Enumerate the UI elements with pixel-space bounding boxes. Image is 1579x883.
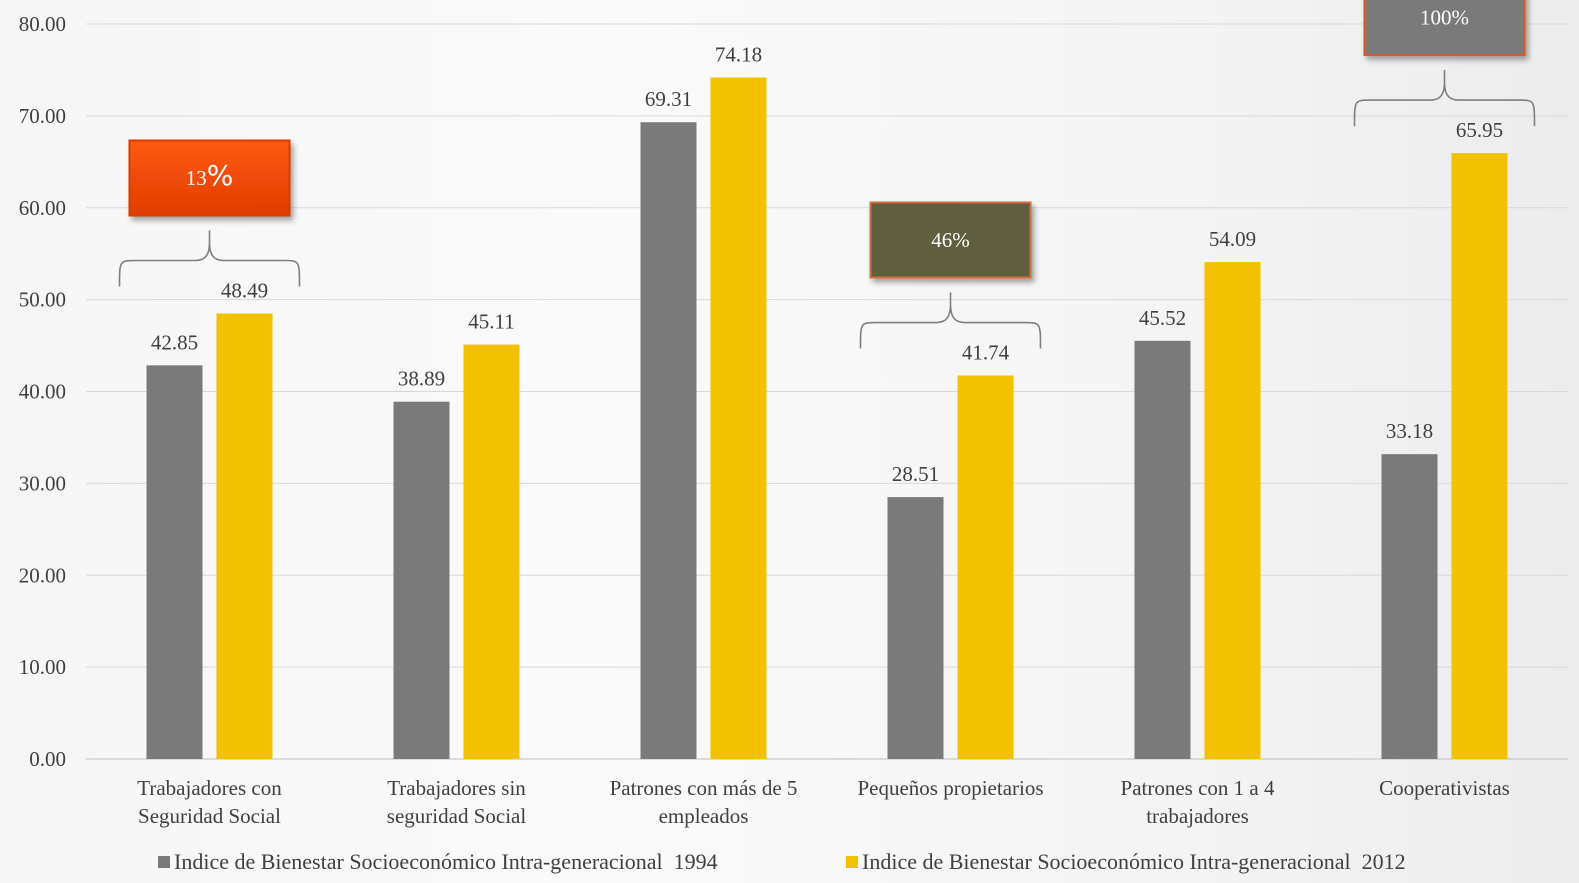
data-label: 38.89 (398, 367, 445, 391)
bar-1994 (146, 365, 203, 759)
legend-label: Indice de Bienestar Socioeconómico Intra… (174, 849, 718, 874)
category-label: Patrones con más de 5 empleados (610, 776, 798, 828)
bar-1994 (1381, 454, 1438, 759)
category-label: Cooperativistas (1379, 776, 1510, 800)
data-label: 42.85 (151, 330, 198, 354)
callout-label: 46% (931, 228, 970, 252)
data-labels: 42.85 48.49 38.89 45.11 69.31 74.18 28.51 41.74… (151, 42, 1503, 486)
data-label: 65.95 (1456, 118, 1503, 142)
category-label: Pequeños propietarios (857, 776, 1043, 800)
gridlines (86, 23, 1568, 760)
data-label: 33.18 (1386, 419, 1433, 443)
bracket (1353, 70, 1536, 127)
data-label: 28.51 (892, 462, 939, 486)
data-label: 54.09 (1209, 227, 1256, 251)
category-label: Trabajadores sin seguridad Social (387, 776, 527, 828)
legend-swatch (846, 856, 858, 868)
y-tick-label: 30.00 (19, 471, 66, 495)
y-tick-label: 40.00 (19, 380, 66, 404)
data-label: 45.11 (468, 310, 514, 334)
bar-1994 (887, 497, 944, 759)
y-tick-label: 70.00 (19, 104, 66, 128)
bar-2012 (1204, 262, 1261, 759)
data-label: 45.52 (1139, 306, 1186, 330)
y-tick-label: 10.00 (19, 655, 66, 679)
bracket (118, 230, 301, 287)
bar-1994 (640, 122, 697, 760)
callout-box (1363, 0, 1526, 57)
data-label: 48.49 (221, 278, 268, 302)
bar-2012 (1451, 153, 1508, 760)
y-axis: 0.00 10.00 20.00 30.00 40.00 50.00 60.00 70.00 8… (19, 12, 66, 771)
data-label: 41.74 (962, 341, 1010, 365)
callout-label: 100% (1420, 6, 1469, 30)
bar-2012 (710, 77, 767, 759)
callout-box (128, 139, 291, 217)
callouts: 13% 46% 100% (118, 0, 1536, 349)
legend-label: Indice de Bienestar Socioeconómico Intra… (862, 849, 1406, 874)
callout-label: 13% (186, 159, 234, 192)
data-label: 69.31 (645, 87, 692, 111)
bar-2012 (216, 313, 273, 759)
data-label: 74.18 (715, 42, 762, 66)
y-tick-label: 0.00 (29, 747, 66, 771)
bar-1994 (1134, 340, 1191, 759)
y-tick-label: 20.00 (19, 563, 66, 587)
category-label: Patrones con 1 a 4 trabajadores (1121, 776, 1275, 828)
category-label: Trabajadores con Seguridad Social (137, 776, 282, 828)
x-axis: Trabajadores con Seguridad Social Trabajad… (137, 776, 1510, 828)
y-tick-label: 80.00 (19, 12, 66, 36)
bar-2012 (957, 375, 1014, 759)
y-tick-label: 60.00 (19, 196, 66, 220)
bracket (859, 292, 1042, 349)
y-tick-label: 50.00 (19, 288, 66, 312)
bar-2012 (463, 344, 520, 759)
callout-box (869, 201, 1032, 279)
bar-1994 (393, 401, 450, 759)
bars (146, 77, 1508, 760)
legend: Indice de Bienestar Socioeconómico Intra… (158, 849, 1406, 874)
legend-swatch (158, 856, 170, 868)
